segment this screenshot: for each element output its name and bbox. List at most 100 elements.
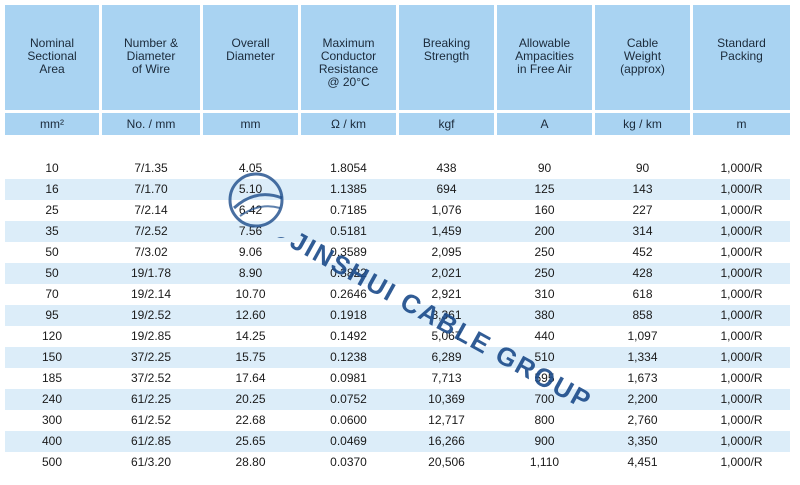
- table-cell: 500: [41, 455, 63, 469]
- table-cell: 2,760: [627, 413, 658, 427]
- table-row: 400 61/2.85 25.65 0.0469 16,266 900 3,350 1,000…: [5, 431, 790, 452]
- cable-spec-table: Nominal Sectional Area Number & Diameter …: [5, 5, 790, 473]
- table-cell: 7.56: [238, 224, 263, 238]
- table-cell: 0.1918: [330, 308, 367, 322]
- table-row: 50 7/3.02 9.06 0.3589 2,095 250 452 1,000/R: [5, 242, 790, 263]
- table-cell: 1,459: [431, 224, 462, 238]
- table-cell: 0.0600: [330, 413, 367, 427]
- table-cell: 2,921: [431, 287, 462, 301]
- table-cell: 17.64: [235, 371, 266, 385]
- table-cell: 0.1492: [330, 329, 367, 343]
- table-cell: 7/1.70: [134, 182, 168, 196]
- table-cell: 595: [534, 371, 555, 385]
- table-row: 10 7/1.35 4.05 1.8054 438 90 90 1,000/R: [5, 158, 790, 179]
- table-cell: 0.0469: [330, 434, 367, 448]
- table-cell: 1,000/R: [720, 308, 763, 322]
- column-header: Cable Weight (approx): [595, 5, 690, 110]
- table-cell: 314: [632, 224, 653, 238]
- table-cell: 61/2.25: [130, 392, 172, 406]
- table-cell: 1,000/R: [720, 224, 763, 238]
- table-cell: 300: [41, 413, 63, 427]
- table-cell: 200: [534, 224, 555, 238]
- table-cell: 19/2.52: [130, 308, 172, 322]
- table-row: 16 7/1.70 5.10 1.1385 694 125 143 1,000/R: [5, 179, 790, 200]
- table-cell: 452: [632, 245, 653, 259]
- table-cell: 858: [632, 308, 653, 322]
- table-row: 50 19/1.78 8.90 0.3822 2,021 250 428 1,000/R: [5, 263, 790, 284]
- table-cell: 16: [45, 182, 59, 196]
- table-cell: 438: [436, 161, 457, 175]
- table-cell: 2,095: [431, 245, 462, 259]
- table-cell: 25: [45, 203, 59, 217]
- column-unit: kg / km: [595, 113, 690, 135]
- table-cell: 7/1.35: [134, 161, 168, 175]
- table-cell: 1.8054: [330, 161, 367, 175]
- table-body: 10 7/1.35 4.05 1.8054 438 90 90 1,000/R 16 7/1.70…: [5, 158, 790, 473]
- column-header: Nominal Sectional Area: [5, 5, 99, 110]
- table-cell: 1,000/R: [720, 266, 763, 280]
- table-cell: 2,021: [431, 266, 462, 280]
- table-cell: 510: [534, 350, 555, 364]
- table-cell: 800: [534, 413, 555, 427]
- table-cell: 1,673: [627, 371, 658, 385]
- table-cell: 28.80: [235, 455, 266, 469]
- table-row: 35 7/2.52 7.56 0.5181 1,459 200 314 1,000/R: [5, 221, 790, 242]
- table-cell: 90: [635, 161, 650, 175]
- table-cell: 694: [436, 182, 457, 196]
- table-cell: 1,000/R: [720, 245, 763, 259]
- table-cell: 0.1238: [330, 350, 367, 364]
- column-header: Standard Packing: [693, 5, 790, 110]
- table-cell: 20,506: [428, 455, 465, 469]
- table-cell: 10,369: [428, 392, 465, 406]
- table-cell: 61/3.20: [130, 455, 172, 469]
- table-cell: 250: [534, 266, 555, 280]
- table-cell: 1,000/R: [720, 203, 763, 217]
- table-cell: 0.5181: [330, 224, 367, 238]
- table-cell: 0.0981: [330, 371, 367, 385]
- column-unit: A: [497, 113, 592, 135]
- column-header: Number & Diameter of Wire: [102, 5, 200, 110]
- table-row: 500 61/3.20 28.80 0.0370 20,506 1,110 4,451 1,0…: [5, 452, 790, 473]
- table-cell: 12,717: [428, 413, 465, 427]
- table-cell: 1,076: [431, 203, 462, 217]
- table-cell: 0.3589: [330, 245, 367, 259]
- table-cell: 2,200: [627, 392, 658, 406]
- table-cell: 310: [534, 287, 555, 301]
- table-cell: 250: [534, 245, 555, 259]
- table-cell: 6.42: [238, 203, 263, 217]
- table-cell: 160: [534, 203, 555, 217]
- table-cell: 16,266: [428, 434, 465, 448]
- table-cell: 37/2.52: [130, 371, 172, 385]
- table-cell: 120: [41, 329, 63, 343]
- table-cell: 150: [41, 350, 63, 364]
- table-cell: 61/2.85: [130, 434, 172, 448]
- table-cell: 428: [632, 266, 653, 280]
- table-cell: 10.70: [235, 287, 266, 301]
- column-unit: kgf: [399, 113, 494, 135]
- table-cell: 15.75: [235, 350, 266, 364]
- table-cell: 20.25: [235, 392, 266, 406]
- table-cell: 900: [534, 434, 555, 448]
- table-cell: 143: [632, 182, 653, 196]
- table-cell: 400: [41, 434, 63, 448]
- column-header: Maximum Conductor Resistance @ 20°C: [301, 5, 396, 110]
- table-cell: 440: [534, 329, 555, 343]
- table-cell: 0.0370: [330, 455, 367, 469]
- table-cell: 227: [632, 203, 653, 217]
- table-cell: 19/2.14: [130, 287, 172, 301]
- table-cell: 0.3822: [330, 266, 367, 280]
- table-cell: 618: [632, 287, 653, 301]
- table-cell: 3,350: [627, 434, 658, 448]
- table-cell: 5.10: [238, 182, 263, 196]
- table-cell: 9.06: [238, 245, 263, 259]
- table-cell: 1,334: [627, 350, 658, 364]
- table-cell: 1,000/R: [720, 350, 763, 364]
- table-cell: 25.65: [235, 434, 266, 448]
- table-cell: 1,000/R: [720, 329, 763, 343]
- table-cell: 1.1385: [330, 182, 367, 196]
- table-cell: 35: [45, 224, 59, 238]
- table-row: 240 61/2.25 20.25 0.0752 10,369 700 2,200 1,000…: [5, 389, 790, 410]
- table-cell: 50: [45, 245, 59, 259]
- table-cell: 95: [45, 308, 59, 322]
